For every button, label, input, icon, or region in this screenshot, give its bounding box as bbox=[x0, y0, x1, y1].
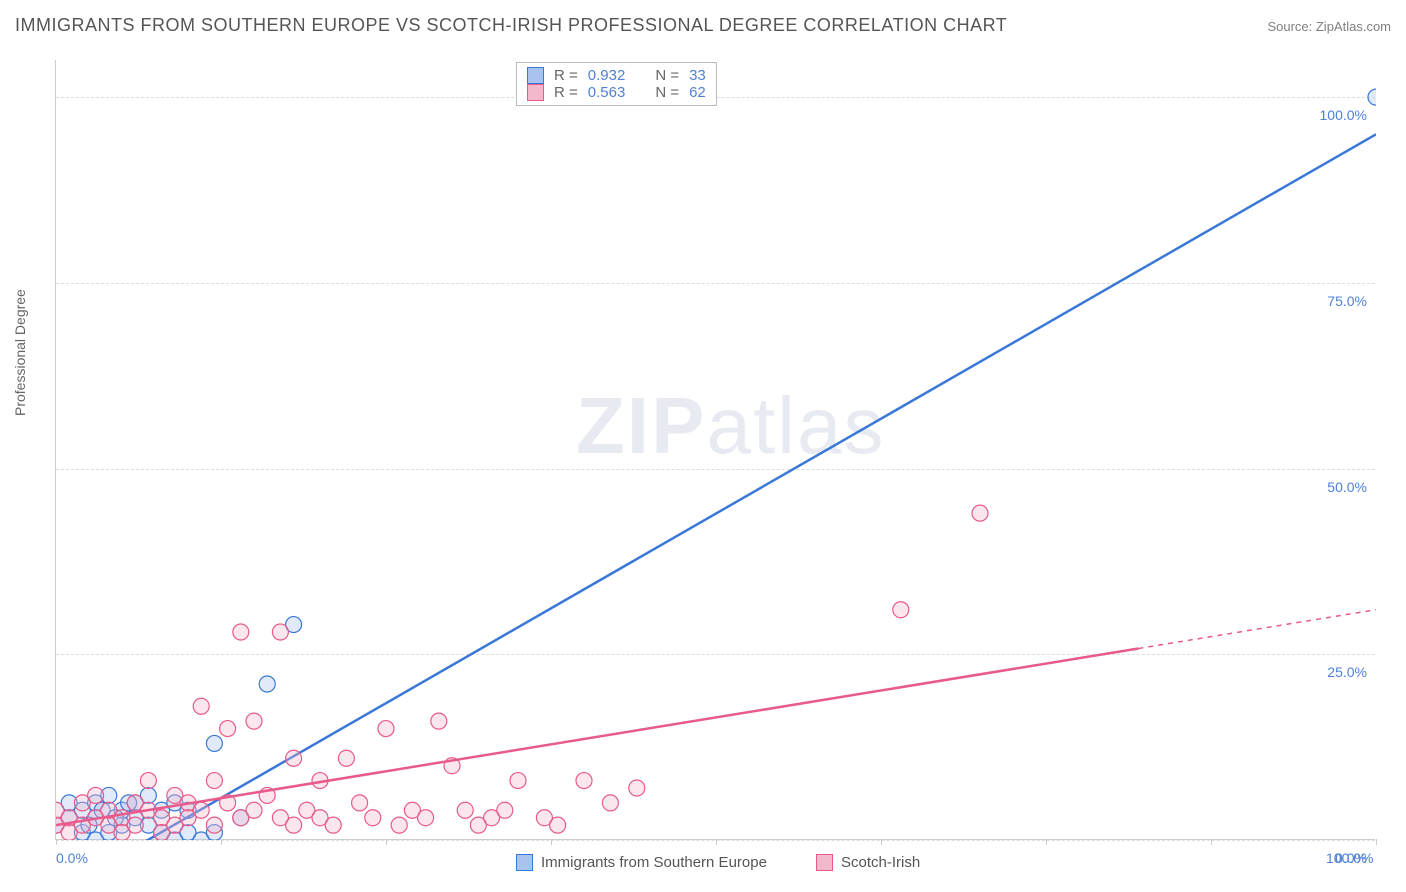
data-point bbox=[972, 505, 988, 521]
data-point bbox=[259, 676, 275, 692]
series-legend-item: Immigrants from Southern Europe bbox=[516, 854, 767, 871]
data-point bbox=[88, 787, 104, 803]
data-point bbox=[206, 735, 222, 751]
x-tick-label: 0.0% bbox=[56, 850, 88, 866]
data-point bbox=[206, 817, 222, 833]
data-point bbox=[1368, 89, 1376, 105]
chart-title: IMMIGRANTS FROM SOUTHERN EUROPE VS SCOTC… bbox=[15, 15, 1007, 36]
legend-swatch bbox=[527, 67, 544, 84]
data-point bbox=[272, 624, 288, 640]
data-point bbox=[893, 602, 909, 618]
n-value: 62 bbox=[689, 84, 706, 101]
plot-svg bbox=[56, 60, 1376, 840]
data-point bbox=[193, 802, 209, 818]
data-point bbox=[338, 750, 354, 766]
data-point bbox=[510, 773, 526, 789]
data-point bbox=[352, 795, 368, 811]
data-point bbox=[246, 713, 262, 729]
data-point bbox=[140, 773, 156, 789]
data-point bbox=[431, 713, 447, 729]
data-point bbox=[418, 810, 434, 826]
legend-swatch bbox=[527, 84, 544, 101]
data-point bbox=[233, 624, 249, 640]
data-point bbox=[365, 810, 381, 826]
r-label: R = bbox=[554, 84, 578, 101]
series-label: Scotch-Irish bbox=[841, 854, 920, 871]
data-point bbox=[246, 802, 262, 818]
series-label: Immigrants from Southern Europe bbox=[541, 854, 767, 871]
legend-swatch bbox=[816, 854, 833, 871]
data-point bbox=[325, 817, 341, 833]
x-tick-label: 100.0% bbox=[1326, 850, 1373, 866]
data-point bbox=[286, 817, 302, 833]
x-tick bbox=[1376, 839, 1377, 845]
legend-row: R = 0.563 N = 62 bbox=[527, 84, 706, 101]
source-attribution: Source: ZipAtlas.com bbox=[1267, 19, 1391, 34]
r-value: 0.932 bbox=[588, 67, 626, 84]
series-legend-item: Scotch-Irish bbox=[816, 854, 920, 871]
data-point bbox=[391, 817, 407, 833]
data-point bbox=[127, 817, 143, 833]
data-point bbox=[378, 721, 394, 737]
legend-swatch bbox=[516, 854, 533, 871]
n-label: N = bbox=[655, 84, 679, 101]
data-point bbox=[629, 780, 645, 796]
data-point bbox=[550, 817, 566, 833]
n-label: N = bbox=[655, 67, 679, 84]
data-point bbox=[497, 802, 513, 818]
data-point bbox=[576, 773, 592, 789]
data-point bbox=[457, 802, 473, 818]
data-point bbox=[193, 698, 209, 714]
data-point bbox=[286, 750, 302, 766]
legend-row: R = 0.932 N = 33 bbox=[527, 67, 706, 84]
n-value: 33 bbox=[689, 67, 706, 84]
data-point bbox=[206, 773, 222, 789]
data-point bbox=[602, 795, 618, 811]
regression-line bbox=[122, 134, 1376, 840]
r-label: R = bbox=[554, 67, 578, 84]
chart-plot-area: ZIPatlas 0.0%25.0%50.0%75.0%100.0%0.0%10… bbox=[55, 60, 1375, 840]
r-value: 0.563 bbox=[588, 84, 626, 101]
regression-line-extrapolated bbox=[1138, 610, 1376, 649]
y-axis-label: Professional Degree bbox=[12, 289, 28, 416]
correlation-legend: R = 0.932 N = 33 R = 0.563 N = 62 bbox=[516, 62, 717, 106]
data-point bbox=[220, 721, 236, 737]
